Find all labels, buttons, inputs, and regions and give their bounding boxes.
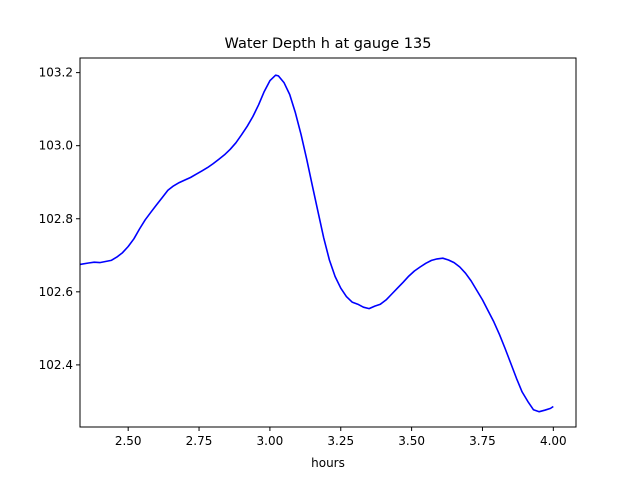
- plot-area: [79, 74, 554, 413]
- series-line-0: [79, 74, 554, 413]
- x-tick-label: 4.00: [540, 434, 567, 448]
- y-tick-label: 103.0: [39, 139, 73, 153]
- x-tick-label: 3.50: [398, 434, 425, 448]
- x-axis-label: hours: [311, 456, 345, 470]
- y-tick-label: 102.8: [39, 212, 73, 226]
- x-tick-label: 3.25: [327, 434, 354, 448]
- x-tick-label: 2.75: [186, 434, 213, 448]
- x-tick-label: 3.75: [469, 434, 496, 448]
- x-tick-label: 3.00: [257, 434, 284, 448]
- chart-title: Water Depth h at gauge 135: [225, 36, 432, 52]
- y-tick-label: 102.4: [39, 358, 73, 372]
- y-tick-label: 102.6: [39, 285, 73, 299]
- y-tick-label: 103.2: [39, 66, 73, 80]
- y-axis-ticks: 102.4 102.6 102.8 103.0 103.2: [39, 66, 80, 372]
- plot-frame: [79, 57, 577, 428]
- x-tick-label: 2.50: [115, 434, 142, 448]
- x-axis-ticks: 2.50 2.75 3.00 3.25 3.50 3.75 4.00: [115, 427, 567, 448]
